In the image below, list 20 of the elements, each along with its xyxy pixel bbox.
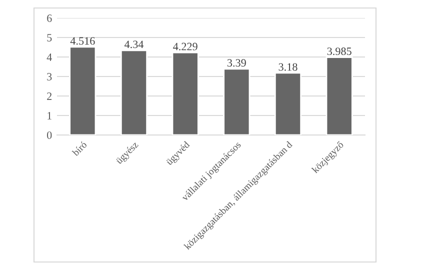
x-tick-label: bíró [72, 140, 88, 156]
data-label: 4.34 [124, 40, 144, 48]
data-label: 3.985 [327, 48, 352, 56]
y-tick-label: 2 [47, 92, 52, 100]
bar [274, 72, 302, 135]
bar [172, 52, 199, 135]
data-label: 4.516 [70, 37, 95, 45]
bar [326, 56, 353, 135]
data-label: 3.39 [227, 59, 246, 67]
y-tick-label: 0 [47, 131, 52, 139]
y-tick-label: 3 [47, 72, 52, 80]
data-label: 3.18 [278, 63, 298, 71]
bar [223, 68, 250, 135]
y-tick-label: 1 [48, 112, 52, 120]
bar [120, 50, 148, 135]
y-tick-label: 6 [47, 14, 52, 22]
y-tick-label: 4 [46, 54, 52, 61]
y-tick-label: 5 [47, 34, 52, 42]
bar [69, 46, 96, 135]
data-label: 4.229 [173, 42, 198, 50]
